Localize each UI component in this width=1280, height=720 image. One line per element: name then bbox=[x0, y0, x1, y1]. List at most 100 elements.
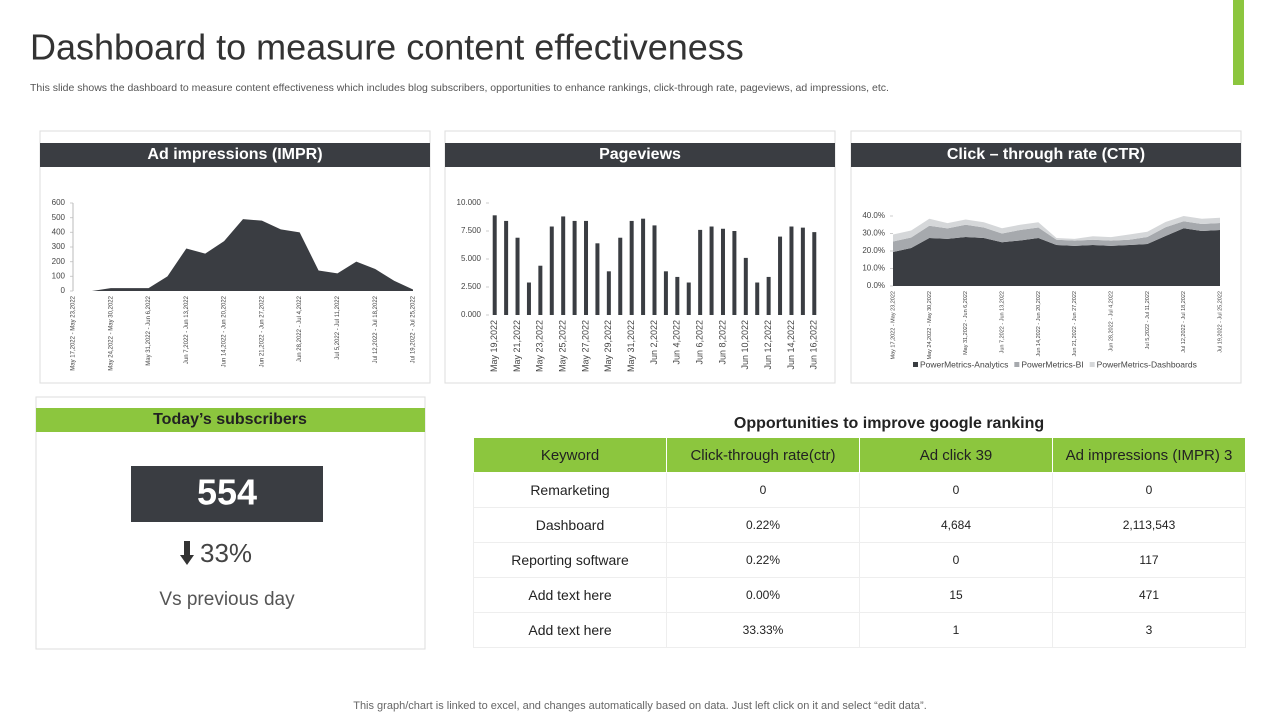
y-tick-label: 10.0% bbox=[862, 264, 885, 273]
chart-title: Click – through rate (CTR) bbox=[947, 146, 1145, 163]
page-subtitle: This slide shows the dashboard to measur… bbox=[30, 82, 889, 94]
x-tick-label: Jun 7,2022 - Jun 13,2022 bbox=[184, 295, 190, 364]
table-cell: Remarketing bbox=[473, 472, 667, 508]
bar bbox=[641, 218, 646, 315]
table-cell: Add text here bbox=[473, 577, 667, 613]
x-tick-label: May 31,2022 - Jun 6,2022 bbox=[146, 295, 152, 365]
x-tick-label: Jul 19,2022 - Jul 25,2022 bbox=[1217, 291, 1223, 353]
area bbox=[893, 228, 1220, 286]
x-tick-label: May 31,2022 - Jun 6,2022 bbox=[963, 291, 969, 355]
y-tick-label: 0.0% bbox=[867, 281, 885, 290]
table-cell: Reporting software bbox=[473, 542, 667, 578]
bar bbox=[789, 226, 794, 315]
area bbox=[73, 219, 413, 291]
value-box bbox=[131, 466, 323, 522]
bar bbox=[675, 276, 680, 315]
legend-label: PowerMetrics-Dashboards bbox=[1097, 359, 1197, 369]
column-header: Ad click 39 bbox=[859, 437, 1053, 473]
x-tick-label: Jun 7,2022 - Jun 13,2022 bbox=[999, 291, 1005, 353]
y-tick-label: 600 bbox=[52, 198, 66, 207]
table-cell: 0.22% bbox=[666, 507, 860, 543]
column-header: Keyword bbox=[473, 437, 667, 473]
y-tick-label: 40.0% bbox=[862, 211, 885, 220]
legend-swatch bbox=[1089, 362, 1095, 367]
panel-header bbox=[36, 408, 425, 432]
table-row: Reporting software 0.22% 0 117 bbox=[473, 542, 1246, 578]
legend-swatch bbox=[913, 362, 918, 367]
subscribers-change: 33% bbox=[200, 538, 252, 568]
panel bbox=[35, 396, 426, 650]
bar bbox=[526, 282, 531, 315]
table-cell: 0 bbox=[859, 542, 1053, 578]
x-tick-label: Jun 14,2022 bbox=[786, 320, 796, 370]
chart-header bbox=[40, 143, 430, 167]
bar bbox=[766, 276, 771, 315]
table-cell: 0 bbox=[666, 472, 860, 508]
x-tick-label: Jun 10,2022 bbox=[740, 320, 750, 370]
column-header: Ad impressions (IMPR) 3 bbox=[1052, 437, 1246, 473]
x-tick-label: May 17,2022 - May 23,2022 bbox=[890, 291, 896, 360]
x-tick-label: Jun 16,2022 bbox=[809, 320, 819, 370]
bar bbox=[652, 225, 657, 315]
table-cell: 2,113,543 bbox=[1052, 507, 1246, 543]
legend-label: PowerMetrics-Analytics bbox=[920, 359, 1008, 369]
bar bbox=[538, 265, 543, 315]
table-cell: 33.33% bbox=[666, 612, 860, 648]
y-tick-label: 30.0% bbox=[862, 229, 885, 238]
bar bbox=[584, 220, 589, 315]
table-row: Add text here 33.33% 1 3 bbox=[473, 612, 1246, 648]
table-row: Add text here 0.00% 15 471 bbox=[473, 577, 1246, 613]
table-row: Dashboard 0.22% 4,684 2,113,543 bbox=[473, 507, 1246, 543]
x-tick-label: Jun 21,2022 - Jun 27,2022 bbox=[1072, 291, 1078, 356]
table-cell: 3 bbox=[1052, 612, 1246, 648]
table-cell: 0.00% bbox=[666, 577, 860, 613]
chart-header bbox=[851, 143, 1241, 167]
bar bbox=[812, 232, 817, 315]
bar bbox=[732, 231, 737, 315]
y-tick-label: 2.500 bbox=[461, 282, 482, 291]
bar bbox=[618, 237, 623, 315]
table-cell: 471 bbox=[1052, 577, 1246, 613]
y-tick-label: 400 bbox=[52, 227, 66, 236]
x-tick-label: Jun 28,2022 - Jul 4,2022 bbox=[297, 295, 303, 362]
x-tick-label: Jun 28,2022 - Jul 4,2022 bbox=[1108, 291, 1114, 352]
y-tick-label: 0 bbox=[61, 286, 66, 295]
x-tick-label: Jun 4,2022 bbox=[672, 320, 682, 365]
bar bbox=[492, 215, 497, 315]
x-tick-label: Jun 2,2022 bbox=[649, 320, 659, 365]
table-cell: 4,684 bbox=[859, 507, 1053, 543]
table-cell: 0 bbox=[1052, 472, 1246, 508]
x-tick-label: Jun 14,2022 - Jun 20,2022 bbox=[222, 295, 228, 367]
subscribers-value: 554 bbox=[197, 472, 257, 513]
x-tick-label: Jul 5,2022 - Jul 11,2022 bbox=[335, 295, 341, 359]
bar bbox=[515, 237, 520, 315]
table-row: Remarketing 0 0 0 bbox=[473, 472, 1246, 508]
x-tick-label: Jul 12,2022 - Jul 18,2022 bbox=[1181, 291, 1187, 353]
x-tick-label: Jul 5,2022 - Jul 11,2022 bbox=[1145, 291, 1151, 349]
x-tick-label: May 25,2022 bbox=[558, 320, 568, 372]
area bbox=[893, 221, 1220, 253]
bar bbox=[504, 220, 509, 315]
subscribers-title: Today’s subscribers bbox=[153, 411, 307, 428]
chart-title: Ad impressions (IMPR) bbox=[147, 146, 322, 163]
bar bbox=[561, 216, 566, 315]
y-tick-label: 5.000 bbox=[461, 254, 482, 263]
table-cell: 117 bbox=[1052, 542, 1246, 578]
area bbox=[893, 216, 1220, 242]
y-tick-label: 200 bbox=[52, 257, 66, 266]
bar bbox=[778, 236, 783, 315]
bar bbox=[800, 227, 805, 315]
x-tick-label: Jun 6,2022 bbox=[695, 320, 705, 365]
x-tick-label: May 19,2022 bbox=[489, 320, 499, 372]
bar bbox=[572, 220, 577, 315]
y-tick-label: 10.000 bbox=[457, 198, 482, 207]
chart-header bbox=[445, 143, 835, 167]
bar bbox=[595, 243, 600, 315]
y-tick-label: 100 bbox=[52, 271, 66, 280]
y-tick-label: 0.000 bbox=[461, 310, 482, 319]
x-tick-label: May 31,2022 bbox=[626, 320, 636, 372]
legend-label: PowerMetrics-BI bbox=[1021, 359, 1083, 369]
panel bbox=[444, 130, 836, 384]
